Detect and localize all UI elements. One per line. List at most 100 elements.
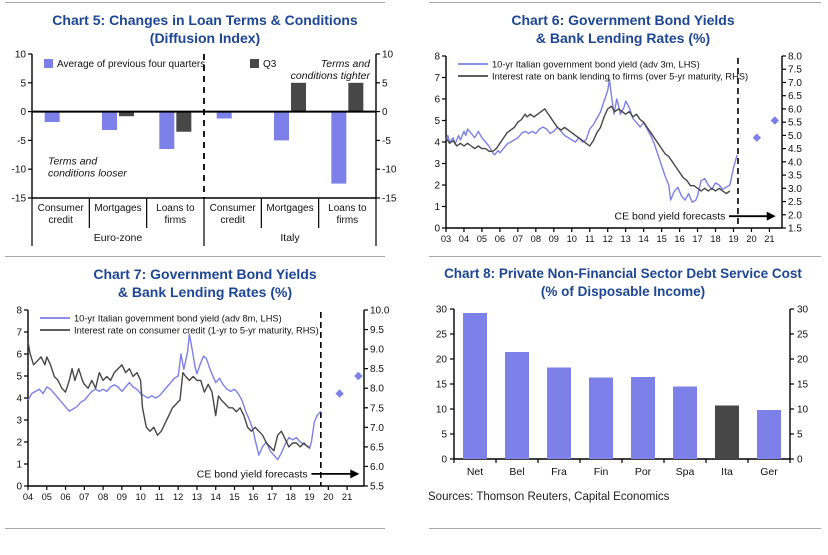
svg-text:6.0: 6.0 [788, 105, 802, 116]
divider-rule [5, 528, 385, 529]
forecast-diamond [335, 389, 344, 399]
svg-text:04: 04 [23, 492, 33, 502]
country-bar [757, 410, 781, 460]
svg-text:7: 7 [16, 328, 22, 339]
svg-text:7.0: 7.0 [370, 423, 384, 434]
country-bar [505, 352, 529, 460]
svg-text:8: 8 [434, 52, 440, 63]
svg-text:09: 09 [549, 234, 559, 244]
svg-text:0: 0 [434, 224, 440, 235]
legend-label: Q3 [263, 59, 277, 70]
svg-text:16: 16 [674, 234, 684, 244]
svg-text:11: 11 [585, 234, 595, 244]
category-label: Por [635, 466, 652, 478]
series-line [445, 105, 731, 195]
svg-text:30: 30 [797, 305, 809, 316]
chart8-panel: Chart 8: Private Non-Financial Sector De… [420, 260, 826, 503]
divider-rule [429, 2, 821, 3]
svg-text:11: 11 [155, 492, 165, 502]
chart7-canvas: 0123456785.56.06.57.07.58.08.59.09.510.0… [16, 306, 390, 503]
svg-text:3.5: 3.5 [788, 171, 802, 182]
svg-text:7.0: 7.0 [788, 78, 802, 89]
svg-text:4: 4 [434, 138, 440, 149]
svg-text:8.0: 8.0 [370, 384, 384, 395]
avg-bar [331, 111, 347, 184]
svg-text:20: 20 [746, 234, 756, 244]
svg-text:5: 5 [20, 79, 26, 90]
svg-text:9.5: 9.5 [370, 325, 384, 336]
svg-text:21: 21 [342, 492, 352, 502]
category-label: firms [336, 215, 358, 226]
svg-text:18: 18 [710, 234, 720, 244]
svg-text:10: 10 [436, 405, 448, 416]
svg-text:09: 09 [117, 492, 127, 502]
annotation-looser: Terms and [48, 156, 98, 168]
chart6-title: Chart 6: Government Bond Yields & Bank L… [420, 11, 826, 47]
svg-text:5: 5 [382, 79, 388, 90]
legend-swatch [44, 59, 53, 69]
legend-label: Average of previous four quarters [57, 59, 205, 70]
svg-text:16: 16 [248, 492, 258, 502]
svg-text:10: 10 [15, 50, 27, 61]
divider-rule [5, 2, 385, 3]
svg-text:1.5: 1.5 [788, 224, 802, 235]
svg-text:5.5: 5.5 [788, 118, 802, 129]
chart5-panel: Chart 5: Changes in Loan Terms & Conditi… [2, 6, 408, 248]
svg-text:20: 20 [797, 355, 809, 366]
country-bar [547, 367, 571, 460]
svg-text:10: 10 [797, 405, 809, 416]
category-label: Fra [551, 466, 567, 478]
forecast-diamond [354, 372, 363, 381]
svg-text:13: 13 [621, 234, 631, 244]
legend-label: 10-yr Italian government bond yield (adv… [74, 314, 282, 324]
svg-text:9.0: 9.0 [370, 345, 384, 356]
svg-text:20: 20 [323, 492, 333, 502]
svg-text:05: 05 [477, 234, 487, 244]
category-label: Consumer [210, 203, 257, 214]
svg-text:10: 10 [135, 492, 145, 502]
svg-text:14: 14 [211, 492, 221, 502]
svg-text:0: 0 [16, 482, 22, 493]
svg-text:17: 17 [692, 234, 702, 244]
svg-text:5: 5 [441, 430, 447, 441]
svg-text:07: 07 [79, 492, 89, 502]
legend-label: 10-yr Italian government bond yield (adv… [492, 60, 700, 70]
svg-text:08: 08 [98, 492, 108, 502]
category-label: Bel [509, 466, 524, 478]
svg-text:13: 13 [192, 492, 202, 502]
svg-text:06: 06 [60, 492, 70, 502]
svg-text:6: 6 [16, 350, 22, 361]
svg-text:4: 4 [16, 394, 22, 405]
svg-text:5: 5 [797, 430, 803, 441]
svg-text:15: 15 [797, 380, 809, 391]
svg-text:5.5: 5.5 [370, 482, 384, 493]
svg-text:6.0: 6.0 [370, 462, 384, 473]
country-bar [673, 386, 697, 460]
chart5-title: Chart 5: Changes in Loan Terms & Conditi… [2, 11, 408, 47]
svg-text:4.0: 4.0 [788, 158, 802, 169]
svg-text:03: 03 [441, 234, 451, 244]
svg-text:-10: -10 [382, 165, 397, 176]
legend-swatch [250, 59, 259, 69]
annotation-tighter: Terms and [321, 58, 371, 70]
svg-text:8: 8 [16, 306, 22, 317]
category-label: Ita [721, 466, 733, 478]
category-label: Loans to [156, 203, 195, 214]
svg-text:-5: -5 [382, 136, 391, 147]
annotation-tighter: conditions tighter [291, 70, 371, 82]
svg-text:-15: -15 [12, 194, 27, 205]
svg-text:7.5: 7.5 [788, 65, 802, 76]
forecast-diamond [770, 116, 780, 126]
svg-text:6: 6 [434, 95, 440, 106]
chart8-canvas: 0 0 5 5 10 10 15 15 20 20 25 25 30 30 Net Bel Fra Fin Por S… [436, 305, 809, 479]
svg-text:1: 1 [16, 460, 22, 471]
svg-text:25: 25 [436, 330, 448, 341]
svg-text:3.0: 3.0 [788, 184, 802, 195]
series-line [27, 341, 310, 452]
svg-text:30: 30 [436, 305, 448, 316]
svg-text:5: 5 [434, 116, 440, 127]
svg-text:10.0: 10.0 [370, 306, 390, 317]
svg-text:3: 3 [16, 416, 22, 427]
svg-text:15: 15 [229, 492, 239, 502]
svg-text:07: 07 [513, 234, 523, 244]
